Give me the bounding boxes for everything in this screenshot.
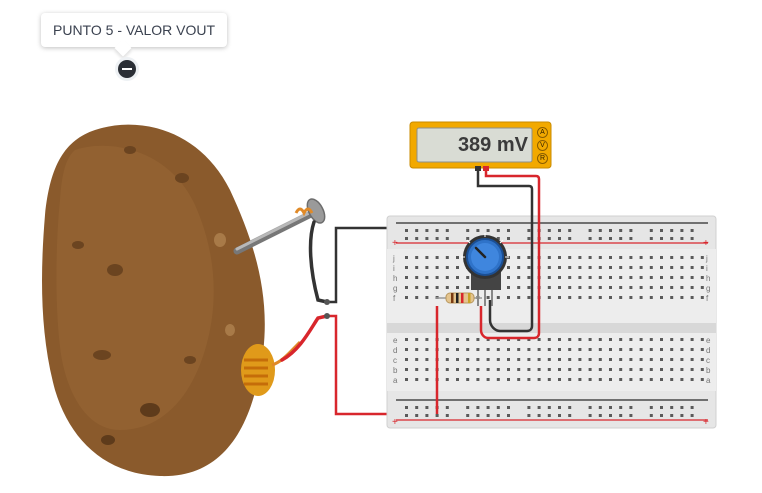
row-letter-d: d [393,346,397,355]
wire-black-potato[interactable] [308,220,398,304]
row-letter-h: h [393,274,397,283]
rail-plus-label-right: + [703,238,709,249]
row-letter-a: a [393,376,398,385]
row-letter-g: g [706,284,710,293]
row-letter-d: d [706,346,710,355]
potato-battery[interactable] [42,124,265,477]
row-letter-e: e [393,336,398,345]
row-letter-i: i [706,264,708,273]
wire-red-potato[interactable] [280,299,398,416]
wire-black-multimeter[interactable] [476,168,534,333]
row-letter-e: e [706,336,711,345]
rail-plus-label: + [392,238,398,249]
row-letter-c: c [393,356,397,365]
row-letter-f: f [706,294,709,303]
minus-icon [118,60,136,78]
collapse-annotation-button[interactable] [115,57,139,81]
row-letter-c: c [706,356,710,365]
mode-voltmeter-button[interactable]: V [537,140,548,151]
row-letter-i: i [393,264,395,273]
potentiometer[interactable] [461,233,509,306]
breadboard-row-letters: j ji ih hg gf fe ed dc cb ba a [392,254,711,385]
row-letter-b: b [393,366,398,375]
resistor[interactable] [436,292,482,304]
row-letter-j: j [705,254,708,263]
nail-electrode[interactable] [233,196,328,255]
multimeter[interactable] [409,121,552,171]
multimeter-reading: 389 mV [457,134,528,156]
wire-red-multimeter[interactable] [479,168,541,340]
row-letter-b: b [706,366,711,375]
rail-plus-label-bottom-right: + [703,417,709,428]
mode-ammeter-button[interactable]: A [537,127,548,138]
annotation-tooltip: PUNTO 5 - VALOR VOUT [41,13,228,47]
annotation-text: PUNTO 5 - VALOR VOUT [53,22,216,38]
copper-coil-electrode[interactable] [241,340,302,396]
mode-ohmmeter-button[interactable]: R [537,153,548,164]
row-letter-g: g [393,284,397,293]
rail-plus-label-bottom: + [392,417,398,428]
row-letter-a: a [706,376,711,385]
row-letter-f: f [393,294,396,303]
row-letter-h: h [706,274,710,283]
row-letter-j: j [392,254,395,263]
